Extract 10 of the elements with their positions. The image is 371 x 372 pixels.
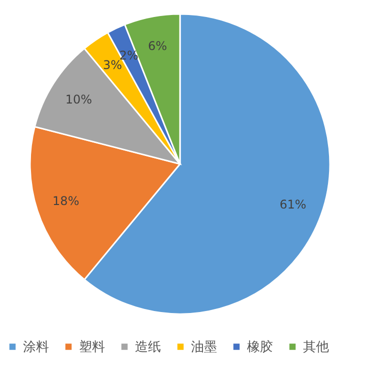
legend-label: 涂料	[23, 340, 49, 355]
data-label: 6%	[148, 39, 168, 54]
legend-label: 橡胶	[247, 340, 273, 355]
legend-label: 造纸	[135, 340, 161, 355]
data-label: 61%	[280, 198, 306, 212]
data-label: 18%	[52, 194, 80, 208]
legend-label: 塑料	[79, 338, 105, 355]
legend-label: 油墨	[191, 340, 217, 355]
data-label: 10%	[65, 92, 92, 107]
legend-label: 其他	[303, 340, 329, 355]
